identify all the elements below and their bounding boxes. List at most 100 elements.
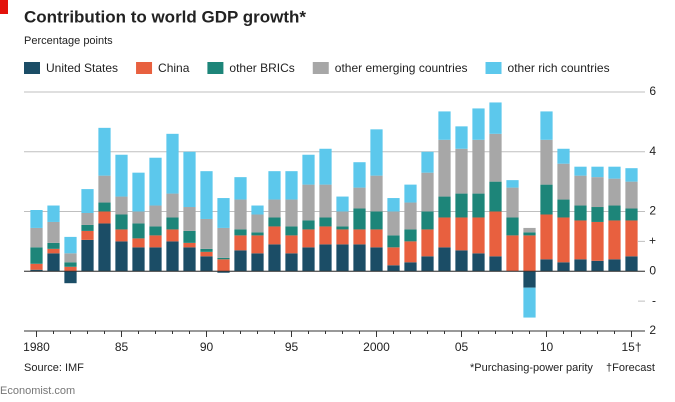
bar-segment [353, 208, 366, 230]
bar-segment [285, 226, 298, 236]
bar-segment [200, 218, 213, 249]
bar-segment [166, 241, 179, 272]
bar-segment [370, 129, 383, 176]
x-tick-label: 05 [455, 340, 469, 354]
bar-segment [217, 257, 230, 260]
bar-segment [115, 154, 128, 197]
bar-segment [98, 127, 111, 176]
bar-segment [421, 211, 434, 230]
bar-segment [489, 181, 502, 212]
bar-segment [302, 229, 315, 248]
bar-segment [268, 244, 281, 272]
bar-segment [183, 151, 196, 208]
bar-segment [285, 253, 298, 272]
bar-segment [523, 232, 536, 236]
bar-segment [319, 148, 332, 185]
bar-segment [557, 199, 570, 218]
bar-segment [234, 177, 247, 200]
bar-segment [81, 224, 94, 231]
bar-segment [251, 205, 264, 215]
bar-segment [336, 196, 349, 212]
bar-segment [64, 271, 77, 284]
bar-segment [370, 211, 383, 230]
bar-segment [608, 166, 621, 179]
bar-segment [506, 187, 519, 218]
bar-segment [64, 262, 77, 267]
bar-segment [251, 232, 264, 236]
bar-segment [285, 235, 298, 254]
bar-segment [540, 111, 553, 140]
legend-label: other BRICs [229, 61, 294, 75]
bar-segment [251, 253, 264, 272]
x-tick-label: 15† [621, 340, 641, 354]
bar-segment [200, 171, 213, 219]
bar-segment [574, 259, 587, 272]
bar-segment [183, 207, 196, 231]
bar-segment [472, 139, 485, 194]
bar-segment [47, 253, 60, 272]
bar-segment [404, 184, 417, 203]
x-tick-label: 95 [285, 340, 299, 354]
bar-segment [166, 217, 179, 230]
bar-segment [370, 247, 383, 272]
bar-segment [455, 193, 468, 218]
bar-segment [557, 148, 570, 164]
bar-segment [183, 247, 196, 272]
bar-segment [591, 166, 604, 178]
bar-segment [319, 226, 332, 245]
bar-segment [319, 217, 332, 227]
bar-segment [81, 189, 94, 213]
bar-segment [455, 217, 468, 251]
bar-segment [608, 205, 621, 221]
bar-segment [234, 235, 247, 251]
bar-segment [472, 253, 485, 272]
bar-segment [438, 196, 451, 218]
bar-segment [489, 133, 502, 182]
footnote: †Forecast [606, 362, 655, 374]
legend-label: United States [46, 61, 118, 75]
x-tick-label: 85 [115, 340, 129, 354]
legend-swatch [312, 62, 329, 74]
bar-segment [217, 227, 230, 258]
bar-segment [438, 139, 451, 197]
bar-segment [557, 262, 570, 272]
bar-segment [472, 108, 485, 140]
bar-segment [251, 235, 264, 254]
bar-segment [302, 184, 315, 221]
bar-segment [370, 229, 383, 248]
bar-segment [574, 166, 587, 176]
bar-segment [608, 178, 621, 206]
legend-swatch [136, 62, 153, 74]
bar-segment [625, 220, 638, 257]
credit: Economist.com [0, 385, 75, 397]
bar-segment [30, 227, 43, 248]
bar-segment [557, 163, 570, 200]
bar-segment [404, 229, 417, 242]
bar-segment [336, 244, 349, 272]
y-tick-label: 4 [649, 144, 656, 158]
chart-title: Contribution to world GDP growth* [24, 7, 306, 26]
legend-label: China [158, 61, 190, 75]
bar-segment [472, 217, 485, 254]
bar-segment [251, 214, 264, 233]
bar-segment [421, 229, 434, 257]
bar-segment [285, 199, 298, 227]
bar-segment [200, 256, 213, 272]
bar-segment [98, 211, 111, 224]
bar-segment [115, 196, 128, 215]
bar-segment [47, 205, 60, 222]
y-tick-label: 6 [649, 84, 656, 98]
bar-segment [81, 212, 94, 225]
legend-label: other emerging countries [335, 61, 468, 75]
bar-segment [336, 211, 349, 227]
bar-segment [217, 271, 230, 273]
bar-segment [319, 244, 332, 272]
x-tick-label: 1980 [23, 340, 50, 354]
bar-segment [421, 151, 434, 173]
bar-segment [47, 221, 60, 243]
bar-segment [387, 265, 400, 272]
bar-segment [455, 250, 468, 272]
bar-segment [353, 244, 366, 272]
bar-segment [166, 229, 179, 242]
bar-segment [404, 241, 417, 263]
